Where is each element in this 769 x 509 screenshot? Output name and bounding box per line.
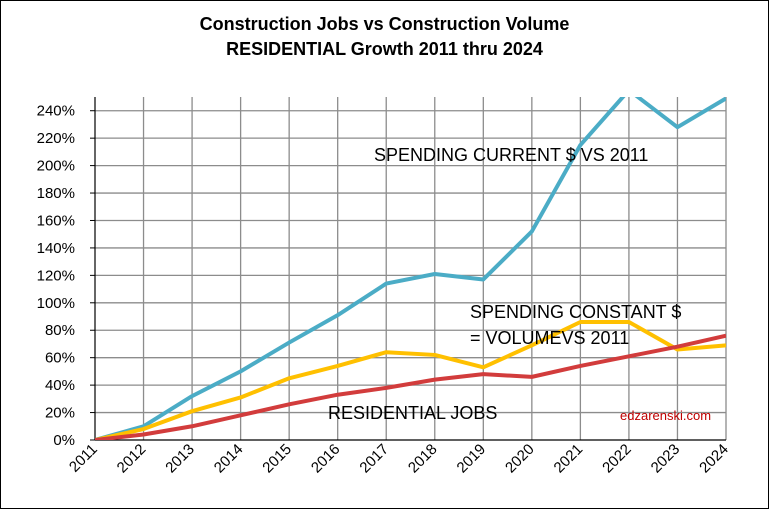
y-tick-label: 160% (37, 212, 75, 229)
x-tick-label: 2020 (502, 441, 538, 477)
y-tick-label: 100% (37, 295, 75, 312)
annotation-residential-jobs: RESIDENTIAL JOBS (328, 403, 497, 423)
chart-title-line2: RESIDENTIAL Growth 2011 thru 2024 (226, 39, 543, 59)
annotations: SPENDING CURRENT $ VS 2011 SPENDING CONS… (328, 145, 711, 423)
x-tick-label: 2012 (114, 441, 150, 477)
x-tick-label: 2023 (648, 441, 684, 477)
y-tick-label: 40% (45, 377, 75, 394)
x-tick-label: 2024 (696, 441, 732, 477)
series-line-2 (95, 320, 726, 440)
x-tick-label: 2014 (211, 441, 247, 477)
y-tick-label: 60% (45, 350, 75, 367)
y-tick-label: 80% (45, 322, 75, 339)
y-tick-label: 180% (37, 185, 75, 202)
y-tick-labels: 0% 20% 40% 60% 80% 100% 120% 140% 160% 180% 200% 22… (37, 103, 75, 449)
axes (90, 97, 726, 441)
credit-edzarenski: edzarenski.com (620, 408, 711, 423)
chart-title: Construction Jobs vs Construction Volume… (0, 12, 769, 62)
x-tick-label: 2015 (259, 441, 295, 477)
y-tick-label: 140% (37, 240, 75, 257)
x-tick-label: 2013 (162, 441, 198, 477)
series-lines (95, 97, 726, 440)
y-tick-label: 200% (37, 158, 75, 175)
x-tick-label: 2017 (356, 441, 392, 477)
x-tick-label: 2018 (405, 441, 441, 477)
x-tick-label: 2019 (454, 441, 490, 477)
grid-lines (95, 97, 727, 440)
series-line-1 (95, 97, 726, 440)
x-tick-label: 2022 (599, 441, 635, 477)
y-tick-label: 220% (37, 130, 75, 147)
y-tick-label: 240% (37, 103, 75, 120)
chart-title-line1: Construction Jobs vs Construction Volume (199, 14, 570, 34)
y-tick-label: 20% (45, 405, 75, 422)
y-tick-label: 0% (53, 432, 75, 449)
x-tick-label: 2016 (308, 441, 344, 477)
x-tick-labels: 2011 2012 2013 2014 2015 2016 2017 2018 2019 2020… (66, 441, 732, 477)
series-line-3 (95, 333, 726, 440)
y-tick-label: 120% (37, 267, 75, 284)
annotation-current-spending: SPENDING CURRENT $ VS 2011 (374, 145, 648, 165)
annotation-constant-spending-line2: = VOLUMEVS 2011 (470, 328, 629, 348)
x-tick-label: 2021 (551, 441, 587, 477)
annotation-constant-spending-line1: SPENDING CONSTANT $ (470, 302, 681, 322)
